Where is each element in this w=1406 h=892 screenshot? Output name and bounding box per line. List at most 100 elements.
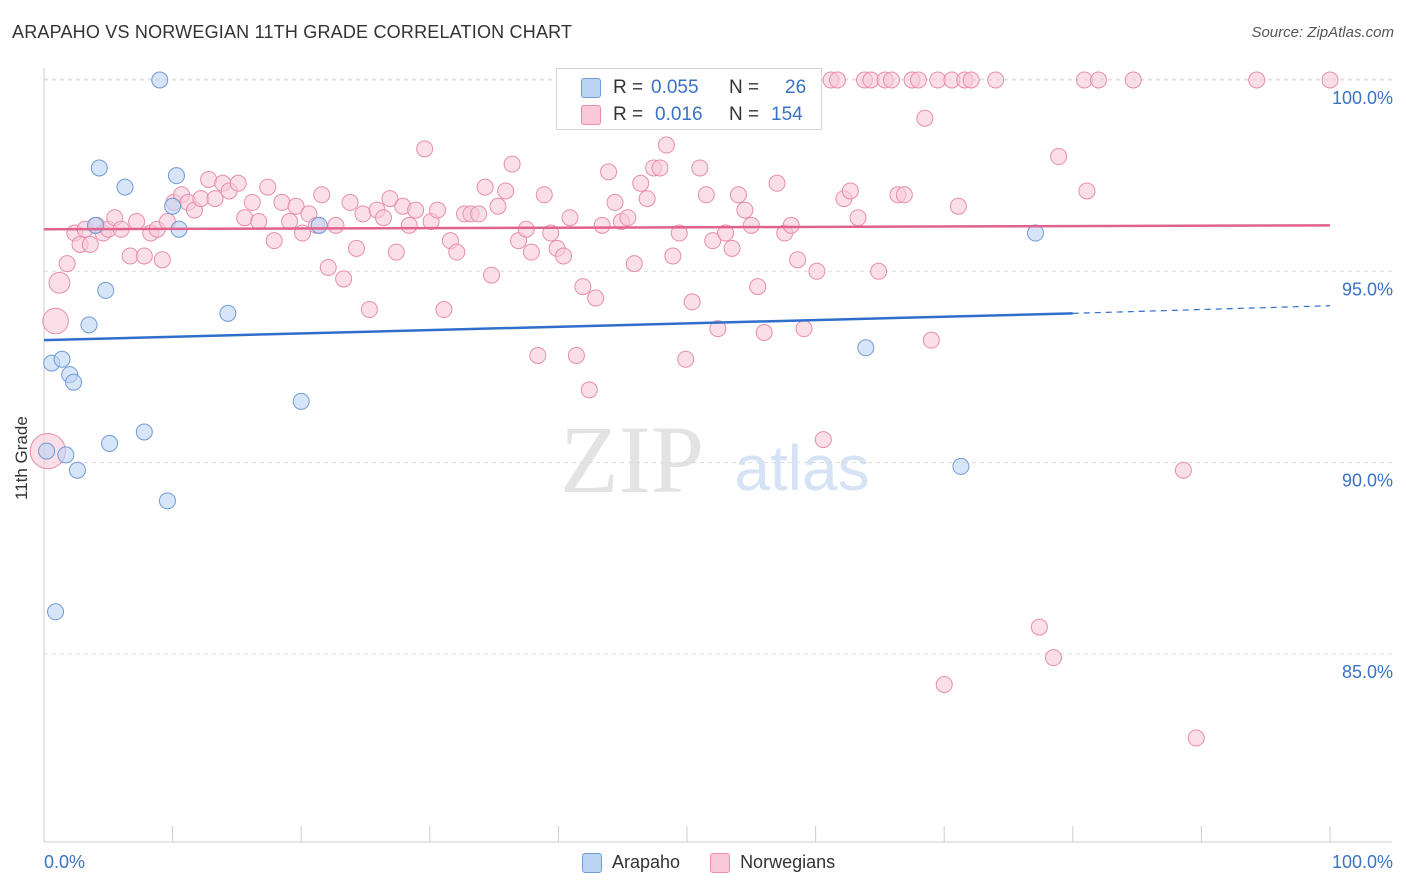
norwegians-point <box>625 255 643 273</box>
norwegians-point <box>476 178 494 196</box>
norwegians-point <box>606 193 624 211</box>
norwegians-point <box>841 182 859 200</box>
norwegians-point <box>862 71 880 89</box>
norwegians-point <box>121 247 139 265</box>
norwegians-point <box>535 186 553 204</box>
norwegians-point <box>341 193 359 211</box>
norwegians-point <box>619 209 637 227</box>
arapaho-point <box>38 442 56 460</box>
norwegians-point <box>347 239 365 257</box>
norwegians-point <box>768 174 786 192</box>
source-label: Source: ZipAtlas.com <box>1251 24 1394 41</box>
y-tick-label: 85.0% <box>1342 662 1393 682</box>
arapaho-point <box>97 281 115 299</box>
legend-label-norwegians: Norwegians <box>740 852 836 872</box>
norwegians-point <box>929 71 947 89</box>
norwegians-point <box>517 220 535 238</box>
norwegians-point <box>704 232 722 250</box>
norwegians-point <box>795 320 813 338</box>
arapaho-swatch <box>581 78 601 98</box>
norwegians-point <box>429 201 447 219</box>
norwegians-point <box>723 239 741 257</box>
norwegians-point <box>709 320 727 338</box>
norwegians-point <box>593 216 611 234</box>
norwegians-point <box>677 350 695 368</box>
norwegians-point <box>882 71 900 89</box>
norwegians-point <box>808 262 826 280</box>
norwegians-point <box>1075 71 1093 89</box>
norwegians-point <box>153 251 171 269</box>
norwegians-point <box>600 163 618 181</box>
norwegians-point <box>250 213 268 231</box>
norwegians-point <box>135 247 153 265</box>
norwegians-point <box>265 232 283 250</box>
norwegians-point <box>587 289 605 307</box>
arapaho-point <box>857 339 875 357</box>
bottom-legend: Arapaho Norwegians <box>582 852 853 873</box>
arapaho-point <box>219 304 237 322</box>
norwegians-point <box>962 71 980 89</box>
norwegians-trend-line <box>43 224 1331 231</box>
norwegians-point <box>1187 729 1205 747</box>
norwegians-point <box>387 243 405 261</box>
r-value: 0.055 <box>651 77 699 98</box>
arapaho-trend-extension <box>1072 305 1331 314</box>
norwegians-point <box>497 182 515 200</box>
r-label: R = <box>613 104 644 125</box>
norwegians-point <box>717 224 735 242</box>
norwegians-point <box>200 170 218 188</box>
norwegians-point <box>670 224 688 242</box>
x-tick-label: 100.0% <box>1332 852 1393 872</box>
trend-lines <box>43 224 1331 342</box>
norwegians-point <box>638 190 656 208</box>
norwegians-point <box>407 201 425 219</box>
norwegians-point <box>749 278 767 296</box>
norwegians-point <box>580 381 598 399</box>
n-value: 154 <box>771 104 803 125</box>
norwegians-point <box>683 293 701 311</box>
arapaho-point <box>164 197 182 215</box>
norwegians-point <box>987 71 1005 89</box>
arapaho-point <box>65 373 83 391</box>
arapaho-point <box>167 167 185 185</box>
norwegians-point <box>236 209 254 227</box>
n-value: 26 <box>785 77 807 98</box>
norwegians-point <box>849 209 867 227</box>
norwegians-point <box>489 197 507 215</box>
norwegians-point <box>782 216 800 234</box>
norwegians-point <box>381 190 399 208</box>
legend-item-norwegians[interactable]: Norwegians <box>710 852 835 873</box>
watermark-atlas: atlas <box>734 432 869 504</box>
norwegians-point <box>1321 71 1339 89</box>
arapaho-point <box>68 461 86 479</box>
legend-label-arapaho: Arapaho <box>612 852 681 872</box>
norwegians-point <box>574 278 592 296</box>
norwegians-point <box>755 323 773 341</box>
norwegians-point <box>691 159 709 177</box>
arapaho-point <box>310 216 328 234</box>
norwegians-point <box>697 186 715 204</box>
norwegians-point <box>192 190 210 208</box>
y-tick-label: 100.0% <box>1332 88 1393 108</box>
norwegians-point <box>400 216 418 234</box>
arapaho-point <box>80 316 98 334</box>
x-tick-label: 0.0% <box>44 852 85 872</box>
arapaho-point <box>101 434 119 452</box>
norwegians-point <box>657 136 675 154</box>
norwegians-point <box>522 243 540 261</box>
norwegians-point <box>1078 182 1096 200</box>
arapaho-points <box>38 71 1045 621</box>
legend-item-arapaho[interactable]: Arapaho <box>582 852 680 873</box>
n-label: N = <box>729 104 760 125</box>
chart-title: ARAPAHO VS NORWEGIAN 11TH GRADE CORRELAT… <box>12 22 573 42</box>
norwegians-point <box>313 186 331 204</box>
stats-row-norwegians: R = 0.016 N = 154 <box>581 102 803 128</box>
stats-row-arapaho: R = 0.055 N = 26 <box>581 75 806 101</box>
stats-legend: R = 0.055 N = 26 R = 0.016 N = 154 <box>556 68 822 130</box>
norwegians-point <box>1045 649 1063 667</box>
arapaho-trend-line <box>43 312 1073 342</box>
arapaho-legend-swatch <box>582 852 602 873</box>
norwegians-point <box>736 201 754 219</box>
y-tick-label: 90.0% <box>1342 471 1393 491</box>
